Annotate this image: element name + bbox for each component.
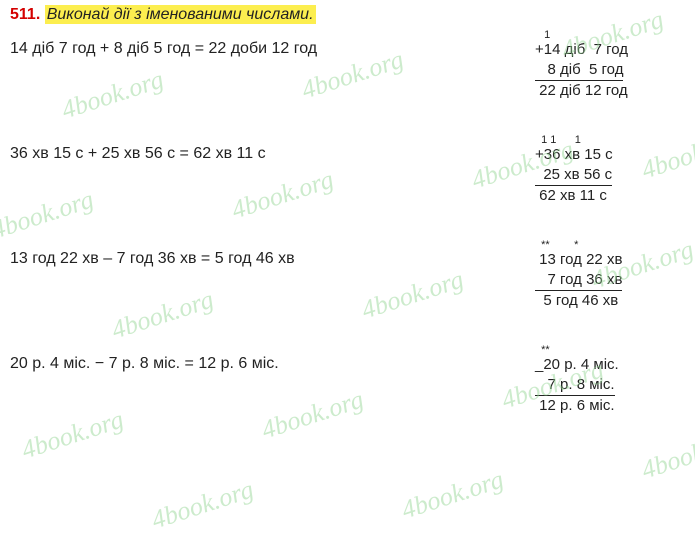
underlined: 25 хв 56 с bbox=[535, 165, 612, 186]
work-result: 62 хв 11 с bbox=[535, 186, 685, 206]
underlined: 7 год 36 хв bbox=[535, 270, 622, 291]
work-line-2: 7 р. 8 міс. bbox=[535, 375, 685, 396]
vertical-work: ** * 13 год 22 хв 7 год 36 хв 5 год 46 х… bbox=[535, 240, 685, 311]
watermark-text: 4book.org bbox=[638, 424, 695, 485]
watermark-text: 4book.org bbox=[148, 474, 257, 535]
work-line-1: 13 год 22 хв bbox=[535, 250, 685, 270]
underlined: 7 р. 8 міс. bbox=[535, 375, 615, 396]
task-instruction: Виконай дії з іменованими числами. bbox=[45, 5, 316, 24]
work-line-2: 25 хв 56 с bbox=[535, 165, 685, 186]
carry-marks: 1 bbox=[535, 30, 685, 40]
vertical-work: ** _20 р. 4 міс. 7 р. 8 міс. 12 р. 6 міс… bbox=[535, 345, 685, 416]
vertical-work: 1 1 1 +36 хв 15 с 25 хв 56 с 62 хв 11 с bbox=[535, 135, 685, 206]
work-line-2: 7 год 36 хв bbox=[535, 270, 685, 291]
work-line-1: +36 хв 15 с bbox=[535, 145, 685, 165]
work-result: 5 год 46 хв bbox=[535, 291, 685, 311]
problem-header: 511. Виконай дії з іменованими числами. bbox=[0, 0, 695, 28]
underlined: 8 діб 5 год bbox=[535, 60, 623, 81]
vertical-work: 1 +14 діб 7 год 8 діб 5 год 22 діб 12 го… bbox=[535, 30, 685, 101]
problem-row: 14 діб 7 год + 8 діб 5 год = 22 доби 12 … bbox=[0, 30, 695, 101]
problem-row: 13 год 22 хв – 7 год 36 хв = 5 год 46 хв… bbox=[0, 240, 695, 311]
carry-marks: 1 1 1 bbox=[535, 135, 685, 145]
problem-row: 20 р. 4 міс. − 7 р. 8 міс. = 12 р. 6 міс… bbox=[0, 345, 695, 416]
problem-number: 511. bbox=[10, 6, 40, 23]
work-line-2: 8 діб 5 год bbox=[535, 60, 685, 81]
work-line-1: _20 р. 4 міс. bbox=[535, 355, 685, 375]
problem-row: 36 хв 15 с + 25 хв 56 с = 62 хв 11 с 1 1… bbox=[0, 135, 695, 206]
equation-text: 14 діб 7 год + 8 діб 5 год = 22 доби 12 … bbox=[10, 30, 535, 101]
work-result: 22 діб 12 год bbox=[535, 81, 685, 101]
work-line-1: +14 діб 7 год bbox=[535, 40, 685, 60]
equation-text: 36 хв 15 с + 25 хв 56 с = 62 хв 11 с bbox=[10, 135, 535, 206]
equation-text: 20 р. 4 міс. − 7 р. 8 міс. = 12 р. 6 міс… bbox=[10, 345, 535, 416]
carry-marks: ** bbox=[535, 345, 685, 355]
watermark-text: 4book.org bbox=[398, 464, 507, 525]
work-result: 12 р. 6 міс. bbox=[535, 396, 685, 416]
carry-marks: ** * bbox=[535, 240, 685, 250]
equation-text: 13 год 22 хв – 7 год 36 хв = 5 год 46 хв bbox=[10, 240, 535, 311]
